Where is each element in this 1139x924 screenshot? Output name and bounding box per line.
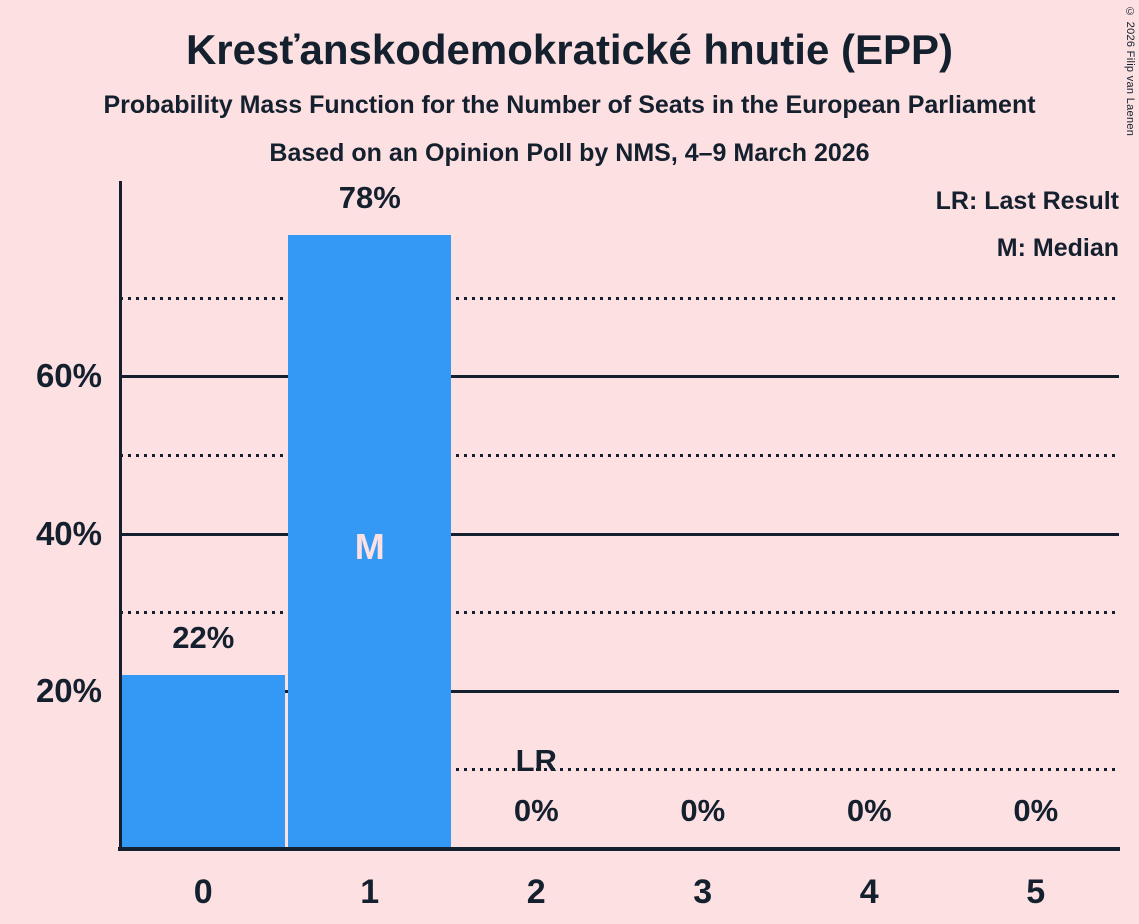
bar-value-label-5: 0% bbox=[1013, 793, 1059, 828]
bar-value-label-4: 0% bbox=[846, 793, 892, 828]
x-axis-line bbox=[117, 847, 1120, 851]
bar-value-label-0: 22% bbox=[172, 620, 235, 656]
gridline-dotted-50 bbox=[120, 454, 1119, 457]
chart-poll-source: Based on an Opinion Poll by NMS, 4–9 Mar… bbox=[269, 139, 870, 167]
last-result-marker: LR bbox=[515, 743, 557, 778]
gridline-solid-60 bbox=[120, 375, 1119, 379]
gridline-dotted-10 bbox=[120, 768, 1119, 772]
gridline-dotted-70 bbox=[120, 296, 1119, 300]
legend-last-result: LR: Last Result bbox=[935, 187, 1119, 215]
x-tick-label-5: 5 bbox=[1026, 873, 1046, 911]
gridline-dotted-30 bbox=[120, 611, 1119, 615]
y-tick-label-60%: 60% bbox=[35, 357, 102, 395]
y-axis-line bbox=[118, 181, 122, 851]
copyright-notice: © 2026 Filip van Laenen bbox=[1124, 6, 1136, 137]
median-marker: M bbox=[354, 526, 385, 567]
gridline-solid-40 bbox=[120, 532, 1119, 536]
bar-value-label-1: 78% bbox=[338, 179, 401, 215]
x-tick-label-4: 4 bbox=[859, 873, 879, 911]
x-tick-label-2: 2 bbox=[526, 873, 546, 911]
x-tick-label-3: 3 bbox=[693, 873, 713, 911]
legend-median: M: Median bbox=[996, 234, 1119, 262]
y-tick-label-40%: 40% bbox=[35, 514, 102, 552]
x-tick-label-1: 1 bbox=[360, 873, 380, 911]
bar-value-label-2: 0% bbox=[513, 793, 559, 828]
x-tick-label-0: 0 bbox=[193, 873, 213, 911]
bar-seats-1 bbox=[288, 234, 452, 848]
bar-value-label-3: 0% bbox=[680, 793, 726, 828]
chart-title: Kresťanskodemokratické hnutie (EPP) bbox=[185, 26, 954, 73]
chart-subtitle: Probability Mass Function for the Number… bbox=[103, 91, 1036, 119]
gridline-solid-20 bbox=[120, 689, 1119, 693]
y-tick-label-20%: 20% bbox=[35, 671, 102, 709]
bar-seats-0 bbox=[121, 675, 285, 848]
